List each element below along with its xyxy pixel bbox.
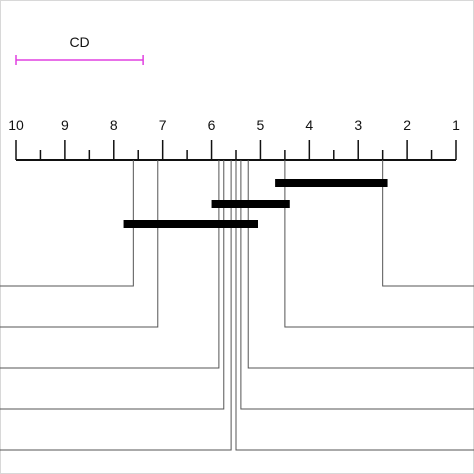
method-connectors xyxy=(0,160,474,451)
method-connector xyxy=(0,160,232,451)
rank-axis: 10 9 8 7 6 5 4 3 2 1 xyxy=(8,117,460,161)
cd-bar-group: CD xyxy=(15,34,144,65)
tick-label: 7 xyxy=(159,117,167,133)
tick-label: 9 xyxy=(61,117,69,133)
tick-label: 2 xyxy=(403,117,411,133)
method-connector xyxy=(382,160,474,287)
tick-label: 3 xyxy=(354,117,362,133)
method-connector xyxy=(0,160,159,328)
cd-label: CD xyxy=(69,34,89,50)
tick-label: 5 xyxy=(257,117,265,133)
tick-label: 10 xyxy=(8,117,24,133)
tick-label: 8 xyxy=(110,117,118,133)
tick-label: 6 xyxy=(208,117,216,133)
method-connector xyxy=(0,160,220,369)
method-connector xyxy=(235,160,474,451)
method-connector xyxy=(247,160,474,369)
clique-bars xyxy=(123,179,388,228)
method-connector xyxy=(0,160,134,287)
tick-label: 4 xyxy=(305,117,313,133)
method-connector xyxy=(240,160,474,410)
method-connector xyxy=(0,160,225,410)
tick-label: 1 xyxy=(452,117,460,133)
method-connector xyxy=(284,160,474,328)
